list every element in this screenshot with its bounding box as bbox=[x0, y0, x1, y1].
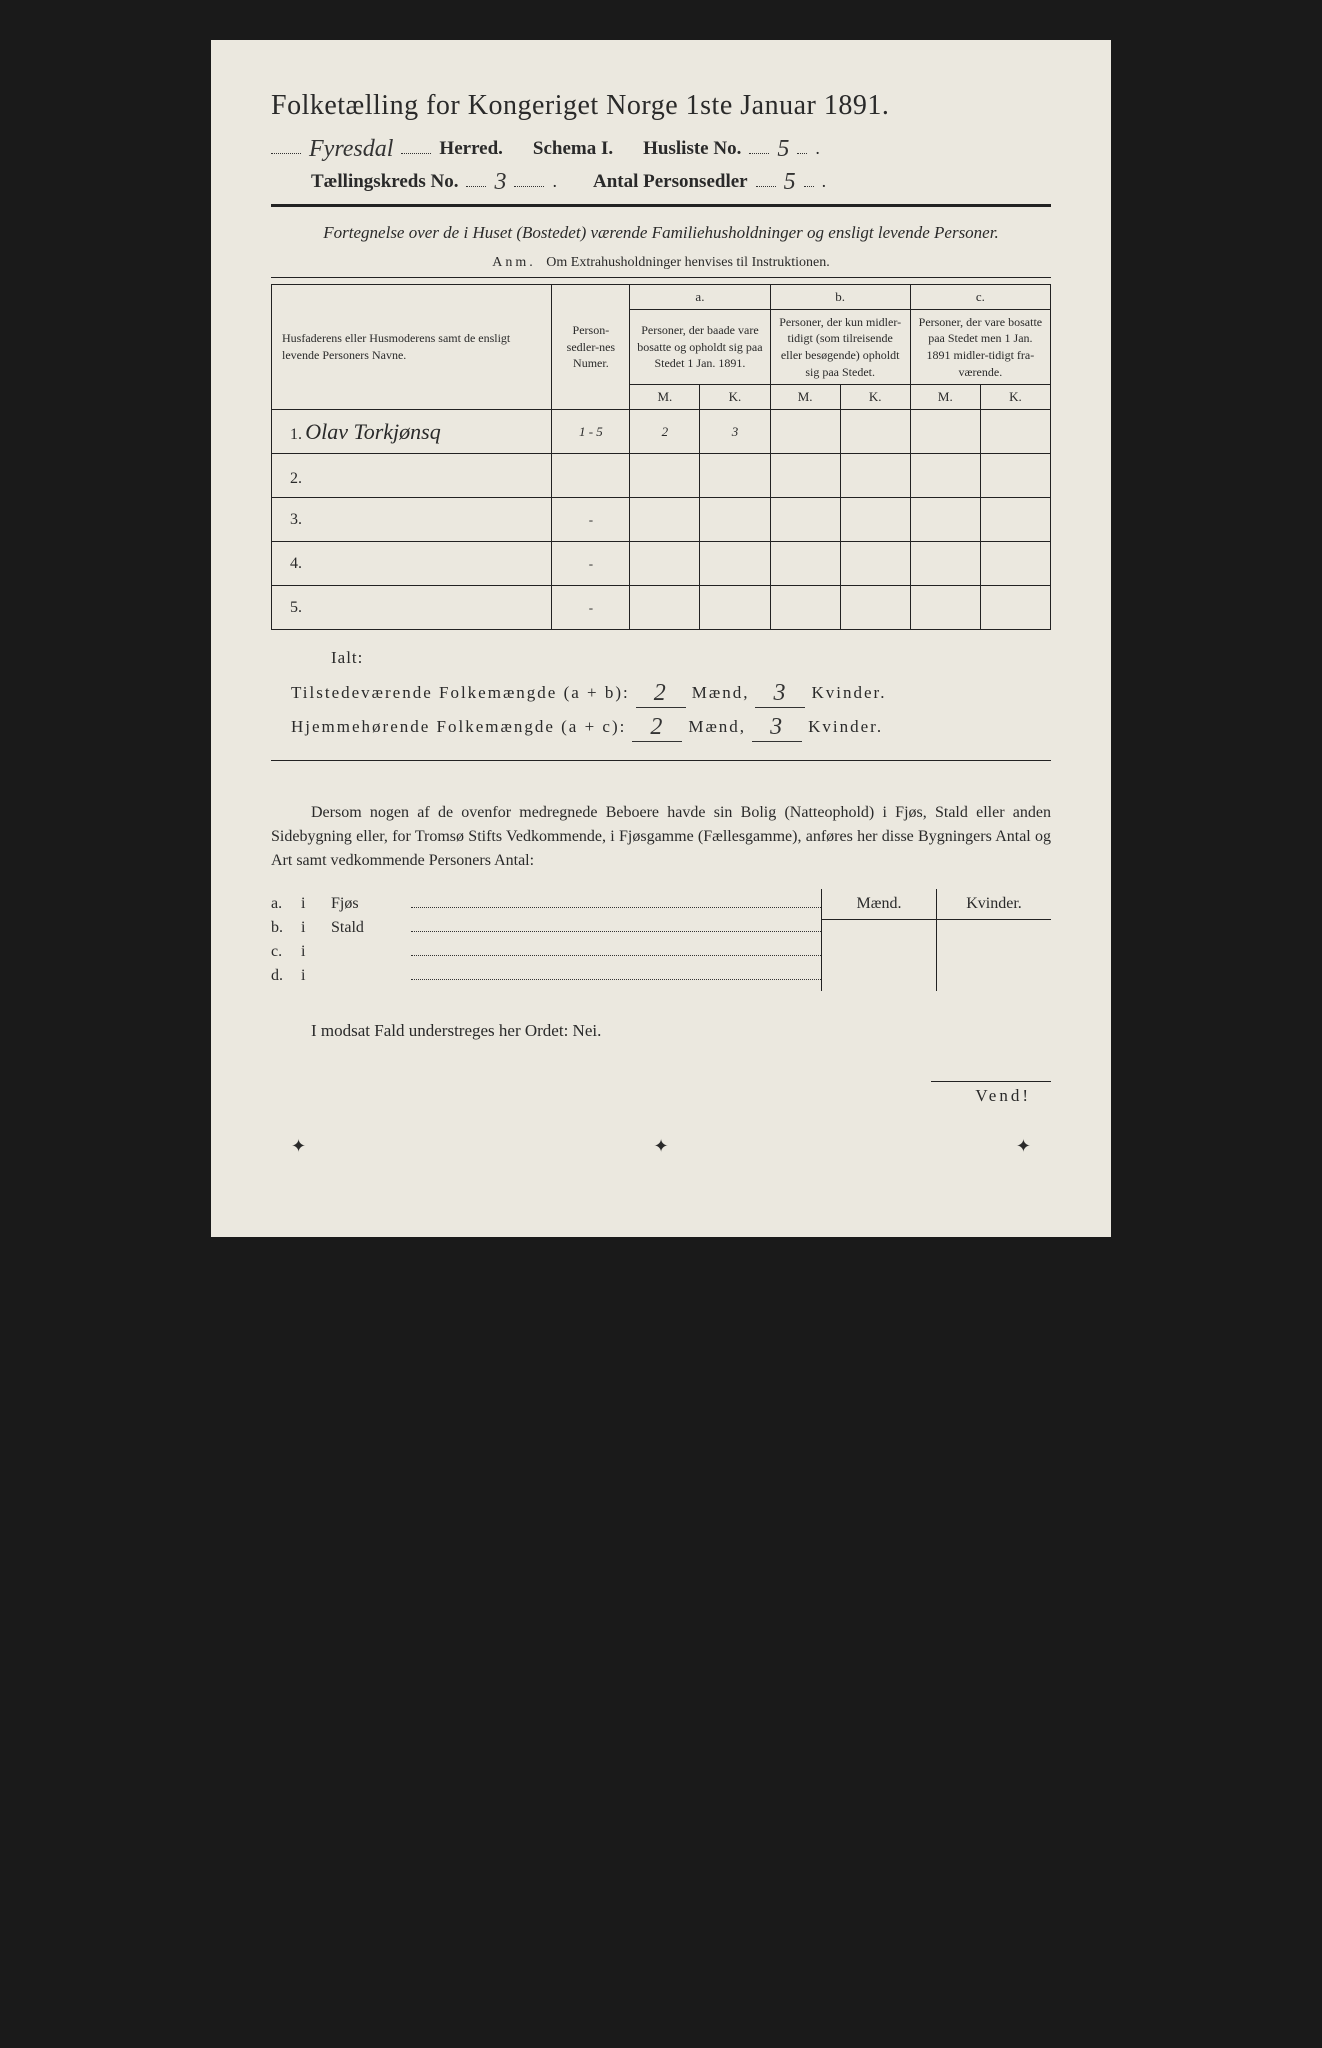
col-name-header: Husfaderens eller Husmoderens samt de en… bbox=[282, 331, 510, 362]
fjos-paragraph: Dersom nogen af de ovenfor medregnede Be… bbox=[271, 801, 1051, 873]
husliste-label: Husliste No. bbox=[643, 138, 741, 160]
summary-2-label: Hjemmehørende Folkemængde (a + c): bbox=[291, 717, 626, 737]
table-row: 2. bbox=[272, 454, 1051, 498]
row-name: Olav Torkjønsq bbox=[305, 419, 440, 444]
fjos-head-k: Kvinder. bbox=[937, 889, 1051, 919]
vend-label: Vend! bbox=[271, 1086, 1051, 1106]
reg-marks: ✦ ✦ ✦ bbox=[271, 1136, 1051, 1157]
herred-label: Herred. bbox=[439, 138, 503, 160]
fjos-head-m: Mænd. bbox=[822, 889, 937, 919]
census-form-page: Folketælling for Kongeriget Norge 1ste J… bbox=[211, 40, 1111, 1237]
summary-line-2: Hjemmehørende Folkemængde (a + c): 2 Mæn… bbox=[291, 712, 1051, 740]
ialt-label: Ialt: bbox=[331, 648, 1051, 668]
anm-line: Anm. Om Extrahusholdninger henvises til … bbox=[271, 255, 1051, 271]
abc-b: b. bbox=[770, 284, 910, 309]
mark-icon: ✦ bbox=[291, 1136, 306, 1157]
header-row-2: Tællingskreds No. 3 . Antal Personsedler… bbox=[311, 167, 1051, 194]
vend-rule bbox=[931, 1081, 1051, 1082]
summary-2-m: 2 bbox=[632, 714, 682, 742]
summary-line-1: Tilstedeværende Folkemængde (a + b): 2 M… bbox=[291, 678, 1051, 706]
mk-a-k: K. bbox=[700, 385, 770, 410]
table-row: 1. Olav Torkjønsq 1 - 5 2 3 bbox=[272, 410, 1051, 454]
mark-icon: ✦ bbox=[653, 1136, 668, 1157]
summary-2-k: 3 bbox=[752, 714, 802, 742]
page-title: Folketælling for Kongeriget Norge 1ste J… bbox=[271, 90, 1051, 122]
fjos-right: Mænd. Kvinder. bbox=[821, 889, 1051, 991]
rule-1 bbox=[271, 204, 1051, 207]
header-row-1: Fyresdal Herred. Schema I. Husliste No. … bbox=[271, 134, 1051, 161]
abc-a: a. bbox=[630, 284, 770, 309]
personsedler-label: Antal Personsedler bbox=[593, 171, 748, 193]
subtitle: Fortegnelse over de i Huset (Bostedet) v… bbox=[271, 221, 1051, 245]
mk-a-m: M. bbox=[630, 385, 700, 410]
table-body: 1. Olav Torkjønsq 1 - 5 2 3 2. 3 bbox=[272, 410, 1051, 630]
rule-3 bbox=[271, 760, 1051, 761]
fjos-row: b. i Stald bbox=[271, 919, 821, 937]
summary-1-label: Tilstedeværende Folkemængde (a + b): bbox=[291, 683, 630, 703]
table-row: 4. - bbox=[272, 542, 1051, 586]
schema-label: Schema I. bbox=[533, 138, 613, 160]
col-a-header: Personer, der baade vare bosatte og opho… bbox=[637, 323, 762, 370]
herred-value: Fyresdal bbox=[309, 136, 393, 163]
mk-c-m: M. bbox=[910, 385, 980, 410]
col-c-header: Personer, der vare bosatte paa Stedet me… bbox=[919, 315, 1042, 379]
rule-2 bbox=[271, 277, 1051, 278]
mk-c-k: K. bbox=[980, 385, 1050, 410]
mk-b-m: M. bbox=[770, 385, 840, 410]
census-table: Husfaderens eller Husmoderens samt de en… bbox=[271, 284, 1051, 630]
anm-label: Anm. bbox=[492, 255, 536, 270]
fjos-row: c. i bbox=[271, 943, 821, 961]
fjos-block: a. i Fjøs b. i Stald c. i d. i bbox=[271, 889, 1051, 991]
personsedler-value: 5 bbox=[784, 169, 796, 196]
table-row: 5. - bbox=[272, 586, 1051, 630]
mark-icon: ✦ bbox=[1016, 1136, 1031, 1157]
fjos-left: a. i Fjøs b. i Stald c. i d. i bbox=[271, 889, 821, 991]
summary-1-k: 3 bbox=[755, 680, 805, 708]
kreds-value: 3 bbox=[494, 169, 506, 196]
abc-c: c. bbox=[910, 284, 1050, 309]
kreds-label: Tællingskreds No. bbox=[311, 171, 458, 193]
fjos-row: d. i bbox=[271, 967, 821, 985]
summary-1-m: 2 bbox=[636, 680, 686, 708]
col-b-header: Personer, der kun midler-tidigt (som til… bbox=[779, 315, 901, 379]
anm-text: Om Extrahusholdninger henvises til Instr… bbox=[546, 255, 829, 270]
fjos-row: a. i Fjøs bbox=[271, 895, 821, 913]
row-num: 1 - 5 bbox=[552, 410, 630, 454]
mk-b-k: K. bbox=[840, 385, 910, 410]
col-num-header: Person-sedler-nes Numer. bbox=[567, 323, 615, 370]
nei-line: I modsat Fald understreges her Ordet: Ne… bbox=[311, 1021, 1051, 1041]
husliste-value: 5 bbox=[777, 136, 789, 163]
table-row: 3. - bbox=[272, 498, 1051, 542]
